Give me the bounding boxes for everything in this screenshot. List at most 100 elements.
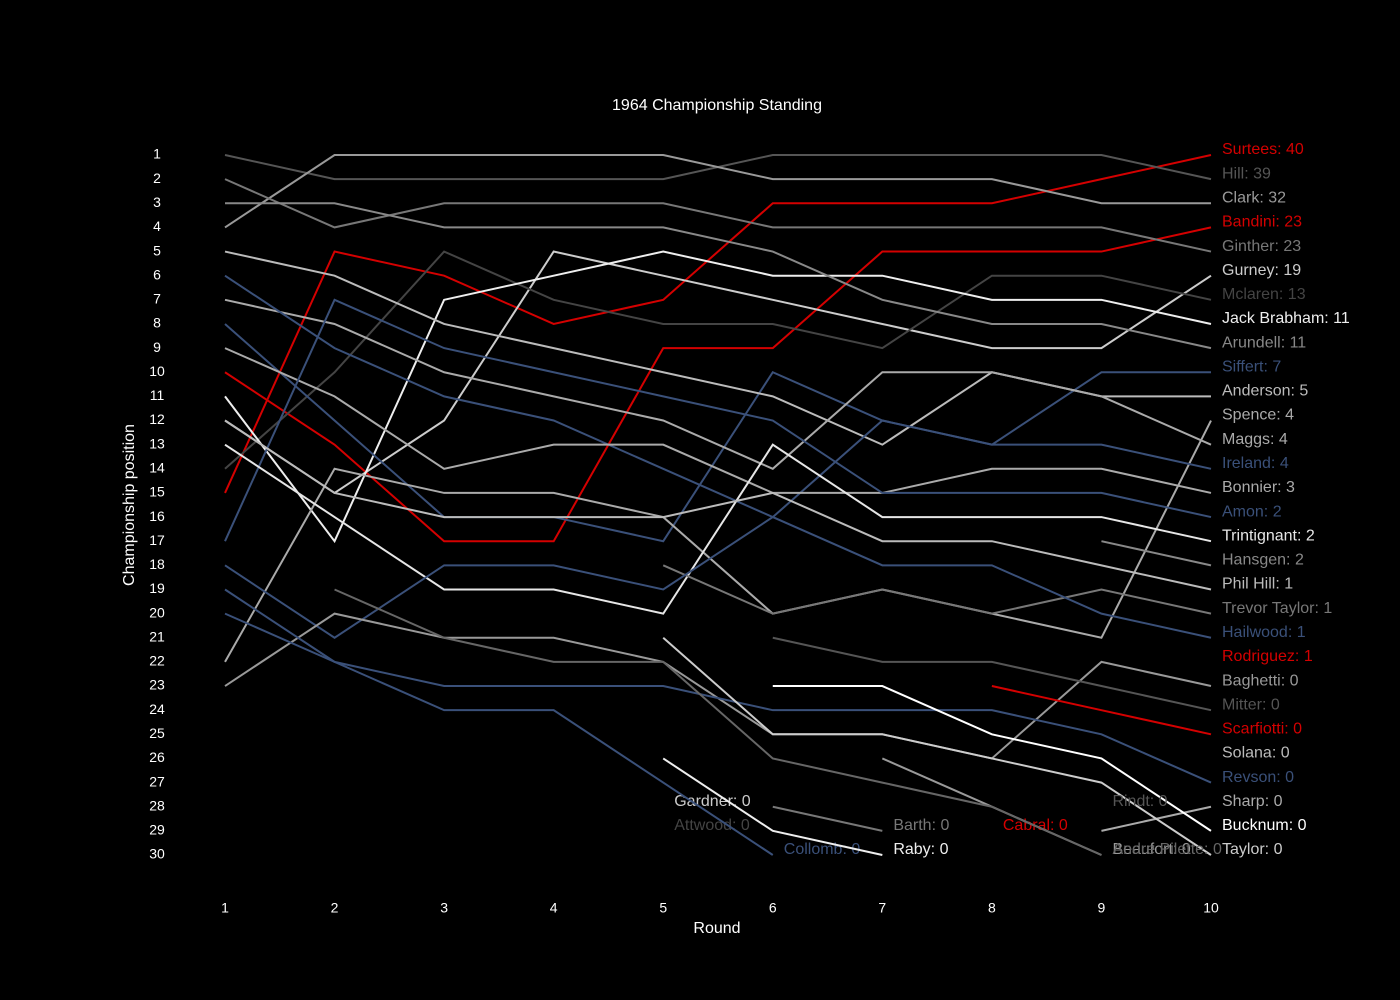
driver-line <box>662 757 883 856</box>
y-tick-label: 8 <box>153 315 161 331</box>
driver-line <box>224 298 1212 470</box>
y-tick-label: 26 <box>149 749 165 765</box>
driver-label: Trevor Taylor: 1 <box>1222 600 1332 617</box>
y-tick-label: 27 <box>149 773 165 789</box>
driver-line <box>991 685 1212 736</box>
driver-line <box>224 419 1212 591</box>
y-tick-label: 2 <box>153 170 161 186</box>
y-tick-label: 11 <box>150 387 165 403</box>
driver-line <box>772 685 1212 832</box>
x-tick-label: 10 <box>1203 900 1219 916</box>
driver-line <box>224 154 1211 229</box>
x-tick-label: 5 <box>659 900 667 916</box>
driver-label: Siffert: 7 <box>1222 358 1281 375</box>
driver-label: Phil Hill: 1 <box>1222 576 1293 593</box>
y-tick-label: 28 <box>149 797 165 813</box>
driver-label: Ginther: 23 <box>1222 238 1301 255</box>
driver-line <box>224 274 1212 519</box>
y-tick-label: 30 <box>149 846 165 862</box>
driver-label: Surtees: 40 <box>1222 141 1304 158</box>
driver-line <box>224 515 1212 639</box>
y-tick-label: 12 <box>149 411 165 427</box>
driver-label: Mitter: 0 <box>1222 696 1280 713</box>
y-tick-label: 16 <box>149 508 165 524</box>
driver-line <box>224 443 1212 615</box>
y-tick-label: 23 <box>149 677 165 693</box>
driver-label: Solana: 0 <box>1222 745 1290 762</box>
y-tick-label: 10 <box>149 363 165 379</box>
driver-line <box>224 323 1211 543</box>
driver-label: Ireland: 4 <box>1222 455 1289 472</box>
y-tick-label: 15 <box>149 484 165 500</box>
driver-label: Sharp: 0 <box>1222 793 1283 810</box>
y-tick-label: 6 <box>153 266 161 282</box>
driver-label: Jack Brabham: 11 <box>1222 310 1350 327</box>
driver-label: Bandini: 23 <box>1222 214 1302 231</box>
y-tick-label: 24 <box>149 701 165 717</box>
driver-label: Arundell: 11 <box>1222 334 1306 351</box>
y-tick-label: 5 <box>153 242 161 258</box>
driver-label: Revson: 0 <box>1222 769 1294 786</box>
driver-label: Hill: 39 <box>1222 165 1271 182</box>
driver-line <box>224 298 1212 542</box>
y-tick-label: 9 <box>153 339 161 355</box>
y-tick-label: 29 <box>149 822 165 838</box>
x-tick-label: 9 <box>1098 900 1106 916</box>
driver-label: Anderson: 5 <box>1222 383 1308 400</box>
y-tick-label: 7 <box>153 291 161 307</box>
driver-label: Maggs: 4 <box>1222 431 1288 448</box>
driver-line <box>224 420 1212 663</box>
driver-line <box>662 564 1212 615</box>
driver-line <box>334 588 1102 856</box>
x-tick-label: 4 <box>550 900 558 916</box>
driver-line <box>1101 540 1212 567</box>
driver-line <box>224 612 774 856</box>
driver-label: Collomb: 0 <box>784 841 861 858</box>
y-tick-label: 17 <box>149 532 165 548</box>
x-tick-label: 6 <box>769 900 777 916</box>
x-tick-label: 7 <box>878 900 886 916</box>
driver-line <box>772 805 883 832</box>
driver-label: Attwood: 0 <box>674 817 750 834</box>
driver-label: Taylor: 0 <box>1222 841 1283 858</box>
y-tick-label: 3 <box>153 194 161 210</box>
driver-label: Hansgen: 2 <box>1222 552 1304 569</box>
driver-label: Spence: 4 <box>1222 407 1294 424</box>
x-tick-label: 3 <box>440 900 448 916</box>
y-tick-label: 14 <box>149 459 165 475</box>
driver-line <box>772 636 1212 712</box>
driver-label: Rodriguez: 1 <box>1222 648 1313 665</box>
driver-label: Beaufort: 0 <box>1112 841 1190 858</box>
driver-label: Hailwood: 1 <box>1222 624 1306 641</box>
driver-line <box>224 250 1212 470</box>
driver-label: Gardner: 0 <box>674 793 751 810</box>
driver-label: Raby: 0 <box>893 841 948 858</box>
y-tick-label: 4 <box>153 218 161 234</box>
driver-label: Andre Pilette: 0 <box>1112 841 1222 858</box>
y-tick-label: 13 <box>149 435 165 451</box>
y-axis-label: Championship position <box>121 424 138 586</box>
driver-line <box>224 250 1212 495</box>
y-tick-label: 19 <box>149 580 165 596</box>
y-tick-label: 21 <box>149 628 165 644</box>
x-tick-label: 2 <box>331 900 339 916</box>
driver-line <box>225 202 1212 350</box>
driver-label: Gurney: 19 <box>1222 262 1301 279</box>
driver-line <box>662 637 1212 856</box>
y-tick-label: 25 <box>149 725 165 741</box>
chart-title: 1964 Championship Standing <box>612 97 822 114</box>
driver-line <box>224 588 1212 784</box>
driver-line <box>224 250 1212 544</box>
x-axis-label: Round <box>693 920 740 937</box>
x-tick-label: 8 <box>988 900 996 916</box>
driver-label: Rindt: 0 <box>1112 793 1167 810</box>
driver-label: Mclaren: 13 <box>1222 286 1306 303</box>
driver-line <box>224 226 1212 543</box>
driver-label: Bonnier: 3 <box>1222 479 1295 496</box>
y-tick-label: 1 <box>153 146 161 162</box>
driver-label: Barth: 0 <box>893 817 949 834</box>
y-tick-label: 22 <box>149 653 165 669</box>
driver-line <box>224 347 1212 494</box>
y-tick-label: 20 <box>149 604 165 620</box>
